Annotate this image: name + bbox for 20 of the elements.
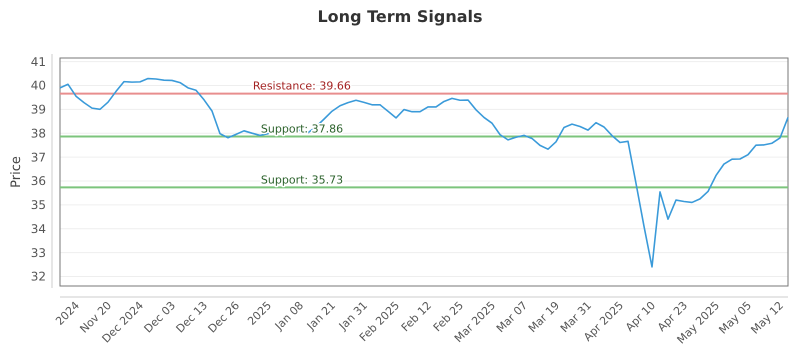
y-tick-label: 37	[30, 150, 46, 164]
ref-line-label: Resistance: 39.66	[252, 80, 351, 93]
x-tick-label: Dec 26	[206, 298, 242, 336]
x-tick-label: Jan 08	[272, 298, 306, 334]
x-tick-label: Apr 10	[623, 298, 658, 334]
y-tick-label: 38	[30, 126, 46, 140]
y-tick-label: 32	[30, 270, 46, 284]
y-tick-label: 39	[30, 102, 46, 117]
x-tick-label: Feb 12	[398, 298, 434, 334]
y-axis-title: Price	[9, 156, 24, 188]
y-tick-label: 35	[30, 198, 46, 212]
x-tick-label: Jan 21	[304, 298, 338, 334]
y-tick-label: 40	[30, 78, 46, 93]
line-series	[59, 78, 789, 268]
y-tick-label: 36	[30, 174, 46, 188]
y-tick-label: 34	[30, 222, 46, 236]
chart-title: Long Term Signals	[317, 7, 483, 26]
y-tick-label: 41	[30, 54, 46, 69]
y-tick-label: 33	[30, 246, 46, 260]
ref-line-label: Support: 35.73	[260, 173, 344, 186]
